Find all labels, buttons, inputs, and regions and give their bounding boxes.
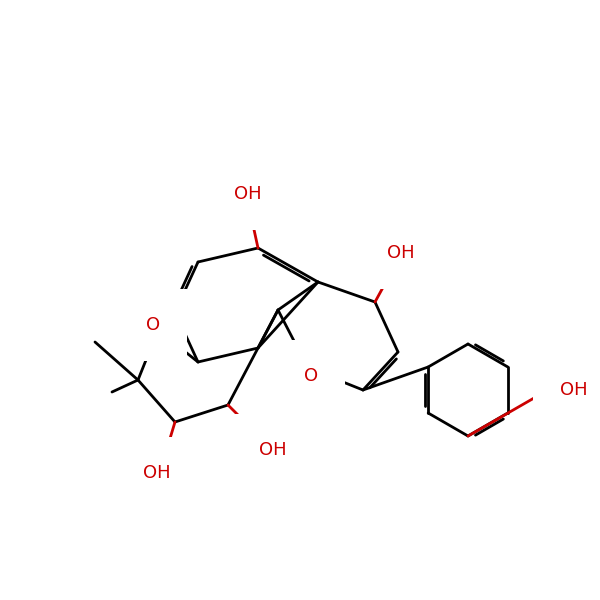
Text: OH: OH: [234, 185, 262, 203]
Text: OH: OH: [143, 464, 171, 482]
Text: OH: OH: [387, 244, 415, 262]
Text: O: O: [304, 367, 318, 385]
Text: OH: OH: [560, 381, 587, 399]
Text: O: O: [146, 316, 160, 334]
Text: OH: OH: [259, 441, 287, 459]
